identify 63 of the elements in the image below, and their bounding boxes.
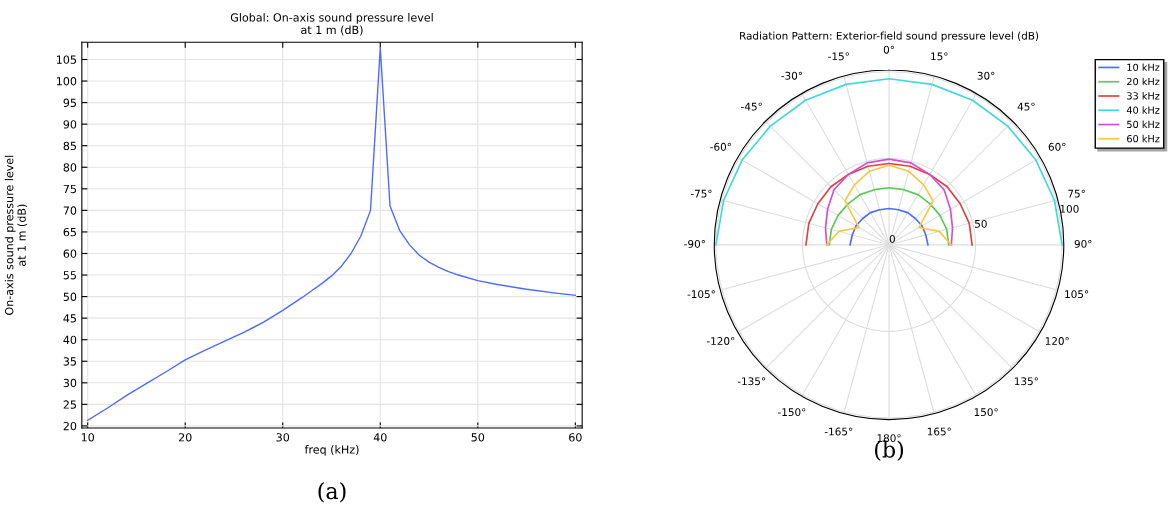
spoke-label: -150°	[778, 408, 806, 417]
spoke-label: 165°	[927, 427, 951, 436]
y-tick-label: 90	[63, 120, 77, 129]
spoke-label: 180°	[877, 434, 901, 443]
y-tick-label: 0	[889, 234, 895, 243]
y-tick-label: 70	[63, 206, 77, 215]
spoke-label: 75°	[1068, 189, 1085, 198]
spoke-label: -105°	[687, 290, 715, 299]
chart-title: Global: On-axis sound pressure level at 1 m (dB)	[230, 13, 433, 36]
spoke-label: -135°	[737, 377, 766, 386]
spoke-label: 30°	[977, 71, 995, 80]
y-tick-label: 75	[63, 184, 76, 194]
spoke-label: 120°	[1045, 337, 1069, 345]
spoke-label: -30°	[781, 71, 803, 80]
spoke-label: 0°	[883, 45, 894, 54]
y-tick-label: 20	[63, 421, 77, 431]
legend-label: 50 kHz	[1127, 120, 1160, 129]
spoke-label: 150°	[974, 408, 998, 417]
x-tick-label: 60	[569, 433, 582, 442]
y-tick-label: 55	[63, 271, 76, 280]
line-series	[86, 47, 577, 422]
spoke-label: 15°	[931, 52, 948, 61]
spoke-label: -75°	[690, 189, 712, 198]
text: (a)	[318, 482, 346, 503]
y-axis-title: On-axis sound pressure level at 1 m (dB)	[4, 155, 28, 315]
spoke-label: -15°	[828, 52, 849, 61]
spoke-label: 45°	[1017, 102, 1035, 111]
x-tick-label: 20	[178, 433, 192, 442]
x-axis-title: freq (kHz)	[304, 445, 359, 456]
spoke-label: 105°	[1065, 290, 1089, 299]
y-tick-label: 105	[56, 55, 76, 64]
y-tick-label: 50	[63, 292, 77, 301]
y-tick-label: 65	[63, 227, 76, 237]
spoke-label: -165°	[824, 427, 853, 436]
legend-label: 20 kHz	[1127, 77, 1160, 86]
y-tick-label: 80	[63, 163, 77, 172]
text: (b)	[875, 440, 904, 461]
y-tick-label: 95	[63, 98, 76, 107]
y-tick-label: 45	[63, 314, 76, 323]
legend-label: 40 kHz	[1126, 106, 1160, 114]
y-tick-label: 85	[63, 141, 76, 151]
y-tick-label: 30	[63, 378, 77, 388]
y-tick-label: 60	[63, 249, 77, 258]
x-tick-label: 40	[373, 433, 387, 442]
legend-label: 10 kHz	[1127, 63, 1160, 71]
legend-label: 33 kHz	[1127, 92, 1160, 100]
spoke-label: 135°	[1014, 377, 1038, 386]
y-tick-label: 40	[63, 335, 77, 345]
chart-title: Radiation Pattern: Exterior-field sound pressure level (dB)	[740, 31, 1039, 42]
spoke-label: -90°	[684, 239, 705, 248]
y-tick-label: 100	[56, 77, 77, 86]
spoke-label: 60°	[1048, 142, 1066, 151]
legend-label: 60 kHz	[1127, 134, 1160, 143]
x-tick-label: 10	[81, 433, 95, 442]
spoke-label: 90°	[1074, 239, 1092, 248]
y-tick-label: 35	[63, 357, 76, 366]
spoke-label: -60°	[710, 142, 731, 151]
y-tick-label: 100	[1060, 204, 1079, 213]
y-tick-label: 25	[63, 400, 76, 409]
spoke-label: -120°	[706, 337, 735, 345]
spoke-label: -45°	[741, 102, 762, 111]
x-tick-label: 50	[471, 433, 485, 442]
x-tick-label: 30	[276, 433, 290, 442]
